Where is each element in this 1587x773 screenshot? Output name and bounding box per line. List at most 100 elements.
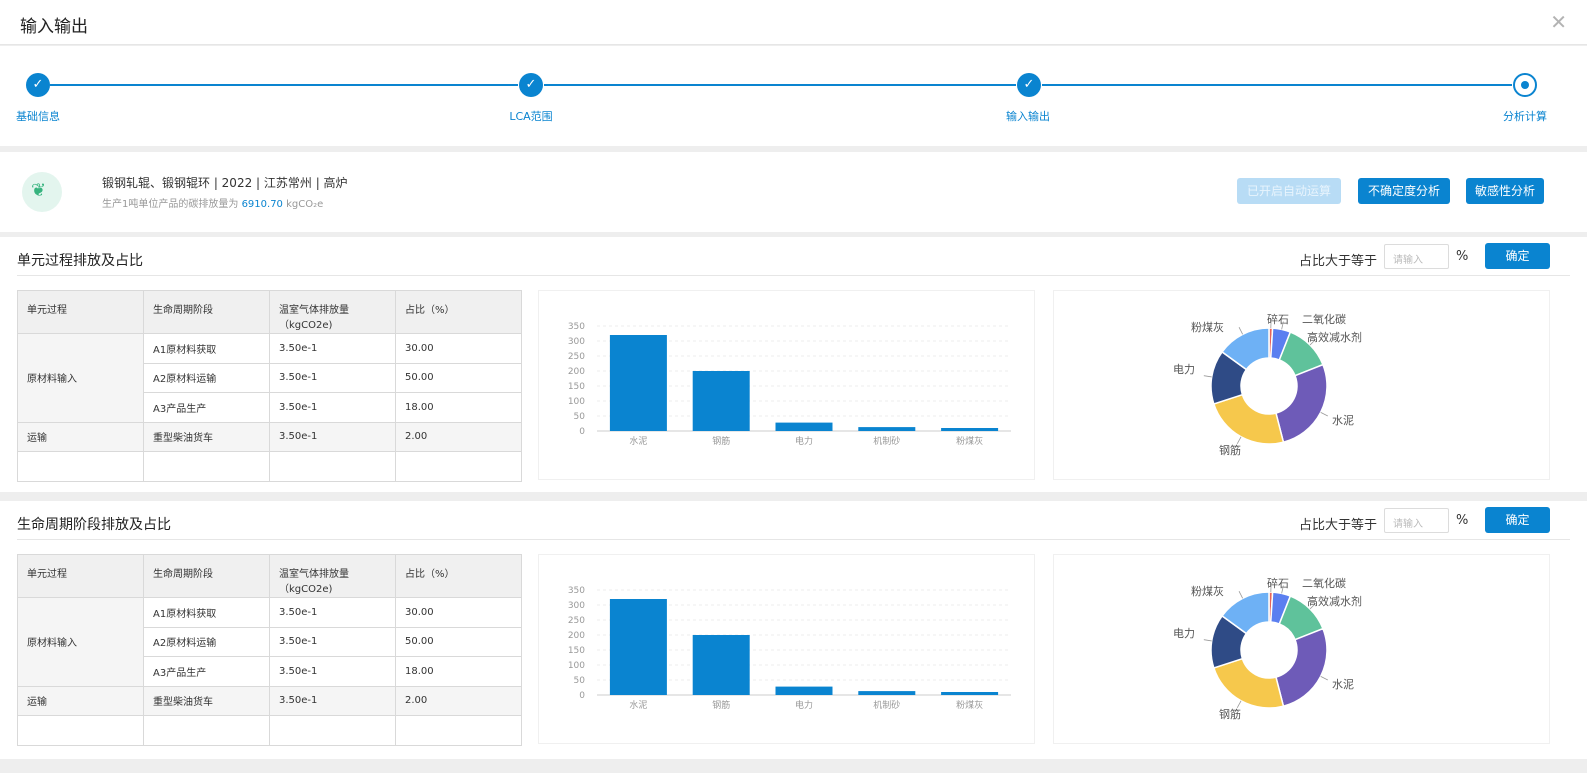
label-leader bbox=[1320, 411, 1328, 417]
emission-table: 单元过程 生命周期阶段 温室气体排放量（kgCO2e) 占比（%） 原材料输入 … bbox=[17, 290, 522, 482]
donut-chart: 碎石 二氧化碳 高效减水剂 水泥 钢筋 电力 粉煤灰 bbox=[1053, 554, 1550, 744]
bar[interactable] bbox=[858, 427, 916, 431]
donut-slice[interactable] bbox=[1221, 327, 1270, 371]
y-tick-label: 50 bbox=[574, 676, 586, 686]
x-tick-label: 粉煤灰 bbox=[956, 699, 983, 711]
donut-slice[interactable] bbox=[1275, 363, 1328, 444]
group-cell: 运输 bbox=[17, 685, 144, 716]
x-tick-label: 粉煤灰 bbox=[956, 435, 983, 447]
bar[interactable] bbox=[692, 371, 750, 431]
step-2-check-icon[interactable]: ✓ bbox=[519, 73, 543, 97]
step-1-label[interactable]: 基础信息 bbox=[16, 110, 60, 123]
slice-label: 钢筋 bbox=[1219, 443, 1241, 457]
bar[interactable] bbox=[775, 422, 833, 431]
bar[interactable] bbox=[941, 428, 999, 431]
col-header: 占比（%） bbox=[395, 554, 522, 598]
step-2-label[interactable]: LCA范围 bbox=[509, 110, 553, 123]
leaf-logo-icon: ❦ bbox=[22, 172, 62, 212]
step-connector bbox=[1042, 84, 1512, 86]
confirm-button[interactable]: 确定 bbox=[1485, 507, 1550, 533]
label-leader bbox=[1309, 339, 1316, 346]
label-leader bbox=[1309, 603, 1316, 610]
donut-slice[interactable] bbox=[1221, 591, 1270, 635]
bar[interactable] bbox=[692, 635, 750, 695]
bar-chart-svg: 0 50 100 150 200 250 300 350 水泥 钢筋 电力 机制砂 粉煤灰 bbox=[568, 586, 1011, 711]
ratio-cell: 18.00 bbox=[395, 656, 522, 687]
donut-slice[interactable] bbox=[1275, 627, 1328, 708]
y-tick-label: 300 bbox=[568, 337, 585, 347]
slice-label: 电力 bbox=[1173, 627, 1195, 640]
y-tick-label: 250 bbox=[568, 616, 585, 626]
step-3-check-icon[interactable]: ✓ bbox=[1017, 73, 1041, 97]
ratio-cell: 2.00 bbox=[395, 685, 522, 716]
label-leader bbox=[1236, 700, 1242, 709]
bar[interactable] bbox=[775, 686, 833, 695]
y-tick-label: 300 bbox=[568, 601, 585, 611]
emission-cell: 3.50e-1 bbox=[269, 597, 396, 628]
bar-chart: 0 50 100 150 200 250 300 350 水泥 钢筋 电力 机制砂 粉煤灰 bbox=[538, 554, 1035, 744]
slice-label: 碎石 bbox=[1267, 576, 1289, 590]
slice-label: 高效减水剂 bbox=[1307, 594, 1362, 608]
x-tick-label: 水泥 bbox=[629, 699, 647, 711]
label-leader bbox=[1203, 639, 1212, 642]
y-tick-label: 150 bbox=[568, 646, 585, 656]
y-tick-label: 0 bbox=[579, 427, 585, 437]
bar[interactable] bbox=[941, 692, 999, 695]
uncertainty-analysis-button[interactable]: 不确定度分析 bbox=[1358, 178, 1450, 204]
unit-process-panel: 单元过程排放及占比 占比大于等于 请输入 % 确定 单元过程 生命周期阶段 温室… bbox=[0, 237, 1587, 492]
step-connector bbox=[50, 84, 518, 86]
sensitivity-analysis-button[interactable]: 敏感性分析 bbox=[1466, 178, 1544, 204]
stage-cell: A1原材料获取 bbox=[143, 333, 270, 364]
y-tick-label: 200 bbox=[568, 367, 585, 377]
col-header: 温室气体排放量（kgCO2e) bbox=[269, 554, 396, 598]
label-leader bbox=[1320, 675, 1328, 681]
group-cell: 原材料输入 bbox=[17, 333, 144, 423]
ratio-cell: 30.00 bbox=[395, 333, 522, 364]
ratio-filter-input[interactable]: 请输入 bbox=[1384, 244, 1449, 269]
emission-cell: 3.50e-1 bbox=[269, 685, 396, 716]
stage-cell: A3产品生产 bbox=[143, 392, 270, 423]
step-1-check-icon[interactable]: ✓ bbox=[26, 73, 50, 97]
table-row: A3产品生产 3.50e-1 18.00 bbox=[18, 656, 522, 687]
product-info-bar: ❦ 锻钢轧辊、锻钢辊环 | 2022 | 江苏常州 | 高炉 生产1吨单位产品的… bbox=[0, 152, 1587, 232]
ratio-filter-input[interactable]: 请输入 bbox=[1384, 508, 1449, 533]
divider bbox=[17, 275, 1570, 276]
confirm-button[interactable]: 确定 bbox=[1485, 243, 1550, 269]
step-4-label[interactable]: 分析计算 bbox=[1503, 110, 1547, 123]
ratio-cell: 50.00 bbox=[395, 626, 522, 657]
emission-cell: 3.50e-1 bbox=[269, 656, 396, 687]
slice-label: 二氧化碳 bbox=[1302, 576, 1346, 590]
y-tick-label: 250 bbox=[568, 352, 585, 362]
stage-cell: 重型柴油货车 bbox=[143, 421, 270, 452]
slice-label: 粉煤灰 bbox=[1191, 584, 1224, 598]
label-leader bbox=[1281, 585, 1284, 594]
donut-slice[interactable] bbox=[1212, 657, 1285, 709]
bar[interactable] bbox=[609, 335, 667, 431]
summary-value: 6910.70 bbox=[241, 199, 283, 210]
emission-cell: 3.50e-1 bbox=[269, 626, 396, 657]
stage-cell: 重型柴油货车 bbox=[143, 685, 270, 716]
auto-calc-button[interactable]: 已开启自动运算 bbox=[1237, 178, 1341, 204]
table-row-empty bbox=[17, 451, 522, 482]
filter-label: 占比大于等于 bbox=[1298, 518, 1377, 533]
bar[interactable] bbox=[858, 691, 916, 695]
close-icon[interactable]: ✕ bbox=[1550, 10, 1567, 34]
empty-cell bbox=[143, 451, 270, 482]
lifecycle-stage-panel: 生命周期阶段排放及占比 占比大于等于 请输入 % 确定 单元过程 生命周期阶段 … bbox=[0, 501, 1587, 759]
y-tick-label: 100 bbox=[568, 397, 585, 407]
emission-cell: 3.50e-1 bbox=[269, 362, 396, 393]
stage-cell: A2原材料运输 bbox=[143, 626, 270, 657]
donut-slice[interactable] bbox=[1212, 393, 1285, 445]
summary-unit: kgCO₂e bbox=[286, 199, 324, 210]
slice-label: 电力 bbox=[1173, 363, 1195, 376]
divider bbox=[17, 539, 1570, 540]
empty-cell bbox=[17, 715, 144, 746]
step-4-current-icon[interactable] bbox=[1513, 73, 1537, 97]
bar[interactable] bbox=[609, 599, 667, 695]
step-3-label[interactable]: 输入输出 bbox=[1006, 110, 1050, 123]
donut-chart: 碎石 二氧化碳 高效减水剂 水泥 钢筋 电力 粉煤灰 bbox=[1053, 290, 1550, 480]
product-emission-summary: 生产1吨单位产品的碳排放量为 6910.70 kgCO₂e bbox=[102, 195, 323, 210]
step-connector bbox=[544, 84, 1016, 86]
ratio-cell: 50.00 bbox=[395, 362, 522, 393]
